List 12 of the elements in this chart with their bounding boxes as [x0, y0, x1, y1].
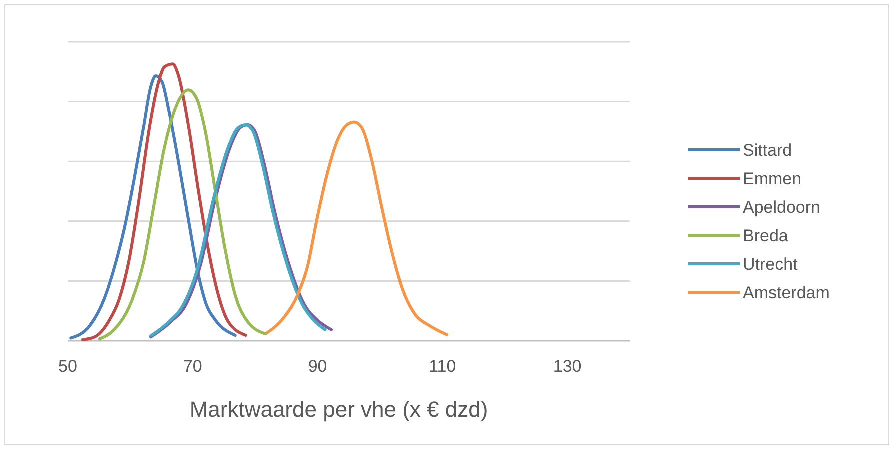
- x-tick-label: 50: [58, 357, 78, 376]
- legend-label: Apeldoorn: [743, 198, 821, 217]
- x-tick-label: 130: [553, 357, 582, 376]
- x-tick-label: 90: [308, 357, 328, 376]
- x-axis-title: Marktwaarde per vhe (x € dzd): [190, 397, 488, 422]
- legend-label: Utrecht: [743, 255, 798, 274]
- legend-label: Emmen: [743, 170, 802, 188]
- legend-label: Sittard: [743, 141, 792, 160]
- legend-label: Amsterdam: [743, 284, 830, 302]
- x-tick-label: 110: [429, 357, 456, 376]
- x-tick-label: 70: [183, 357, 202, 376]
- legend-label: Breda: [743, 226, 789, 246]
